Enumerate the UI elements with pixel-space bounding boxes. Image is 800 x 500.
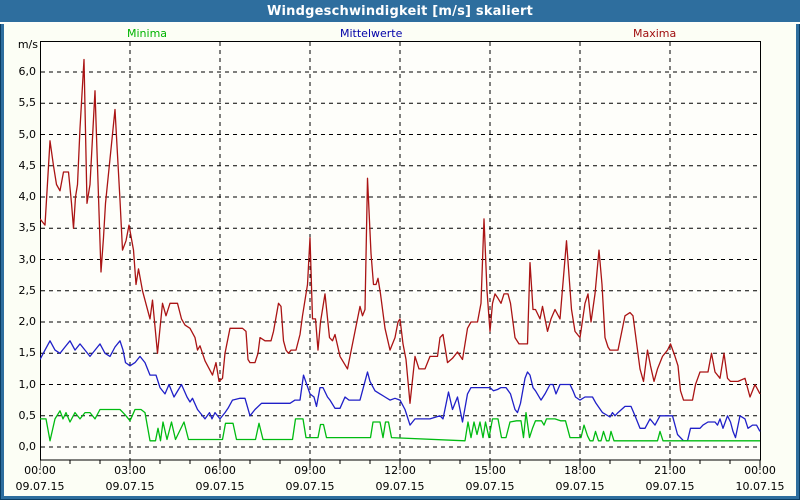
x-tick-time: 18:00	[564, 464, 596, 477]
x-tick-time: 21:00	[654, 464, 686, 477]
x-tick-time: 12:00	[384, 464, 416, 477]
y-tick-label: 1,0	[18, 377, 37, 391]
wind-speed-chart	[40, 41, 761, 468]
x-tick-date: 09.07.15	[105, 480, 155, 493]
y-tick-label: 1,5	[18, 346, 37, 360]
y-axis-unit-label: m/s	[17, 38, 38, 51]
page-title: Windgeschwindigkeit [m/s] skaliert	[266, 3, 534, 19]
y-tick-label: 2,0	[18, 315, 37, 328]
x-tick-date: 09.07.15	[375, 480, 425, 493]
x-tick-time: 09:00	[294, 464, 326, 477]
y-tick-label: 0,5	[18, 408, 37, 422]
minima-line	[40, 408, 760, 442]
title-bar: Windgeschwindigkeit [m/s] skaliert	[0, 0, 800, 24]
y-tick-label: 2,5	[18, 283, 37, 297]
y-tick-label: 5,0	[18, 127, 37, 141]
y-tick-label: 5,5	[18, 96, 37, 110]
x-tick-date: 09.07.15	[15, 480, 65, 493]
x-tick-time: 00:00	[24, 464, 56, 477]
x-tick-date: 09.07.15	[195, 480, 245, 493]
y-tick-label: 3,5	[18, 221, 37, 235]
x-tick-time: 15:00	[474, 464, 506, 477]
x-tick-date: 09.07.15	[465, 480, 515, 493]
x-tick-date: 09.07.15	[285, 480, 335, 493]
y-tick-label: 3,0	[18, 252, 37, 266]
legend-label-maxima: Maxima	[633, 27, 677, 40]
y-tick-label: 6,0	[18, 65, 37, 78]
x-tick-date: 09.07.15	[555, 480, 605, 493]
x-tick-date: 10.07.15	[735, 480, 785, 493]
x-tick-time: 06:00	[204, 464, 236, 477]
y-tick-label: 4,0	[18, 190, 37, 203]
legend-label-minima: Minima	[127, 27, 168, 40]
x-tick-date: 09.07.15	[645, 480, 695, 493]
x-tick-time: 00:00	[744, 464, 776, 477]
x-tick-time: 03:00	[114, 464, 146, 477]
y-tick-label: 0,0	[18, 440, 37, 453]
legend-label-mittelwerte: Mittelwerte	[340, 27, 403, 40]
y-tick-label: 4,5	[18, 158, 37, 172]
maxima-line	[40, 58, 761, 404]
mittelwerte-line	[40, 340, 761, 442]
